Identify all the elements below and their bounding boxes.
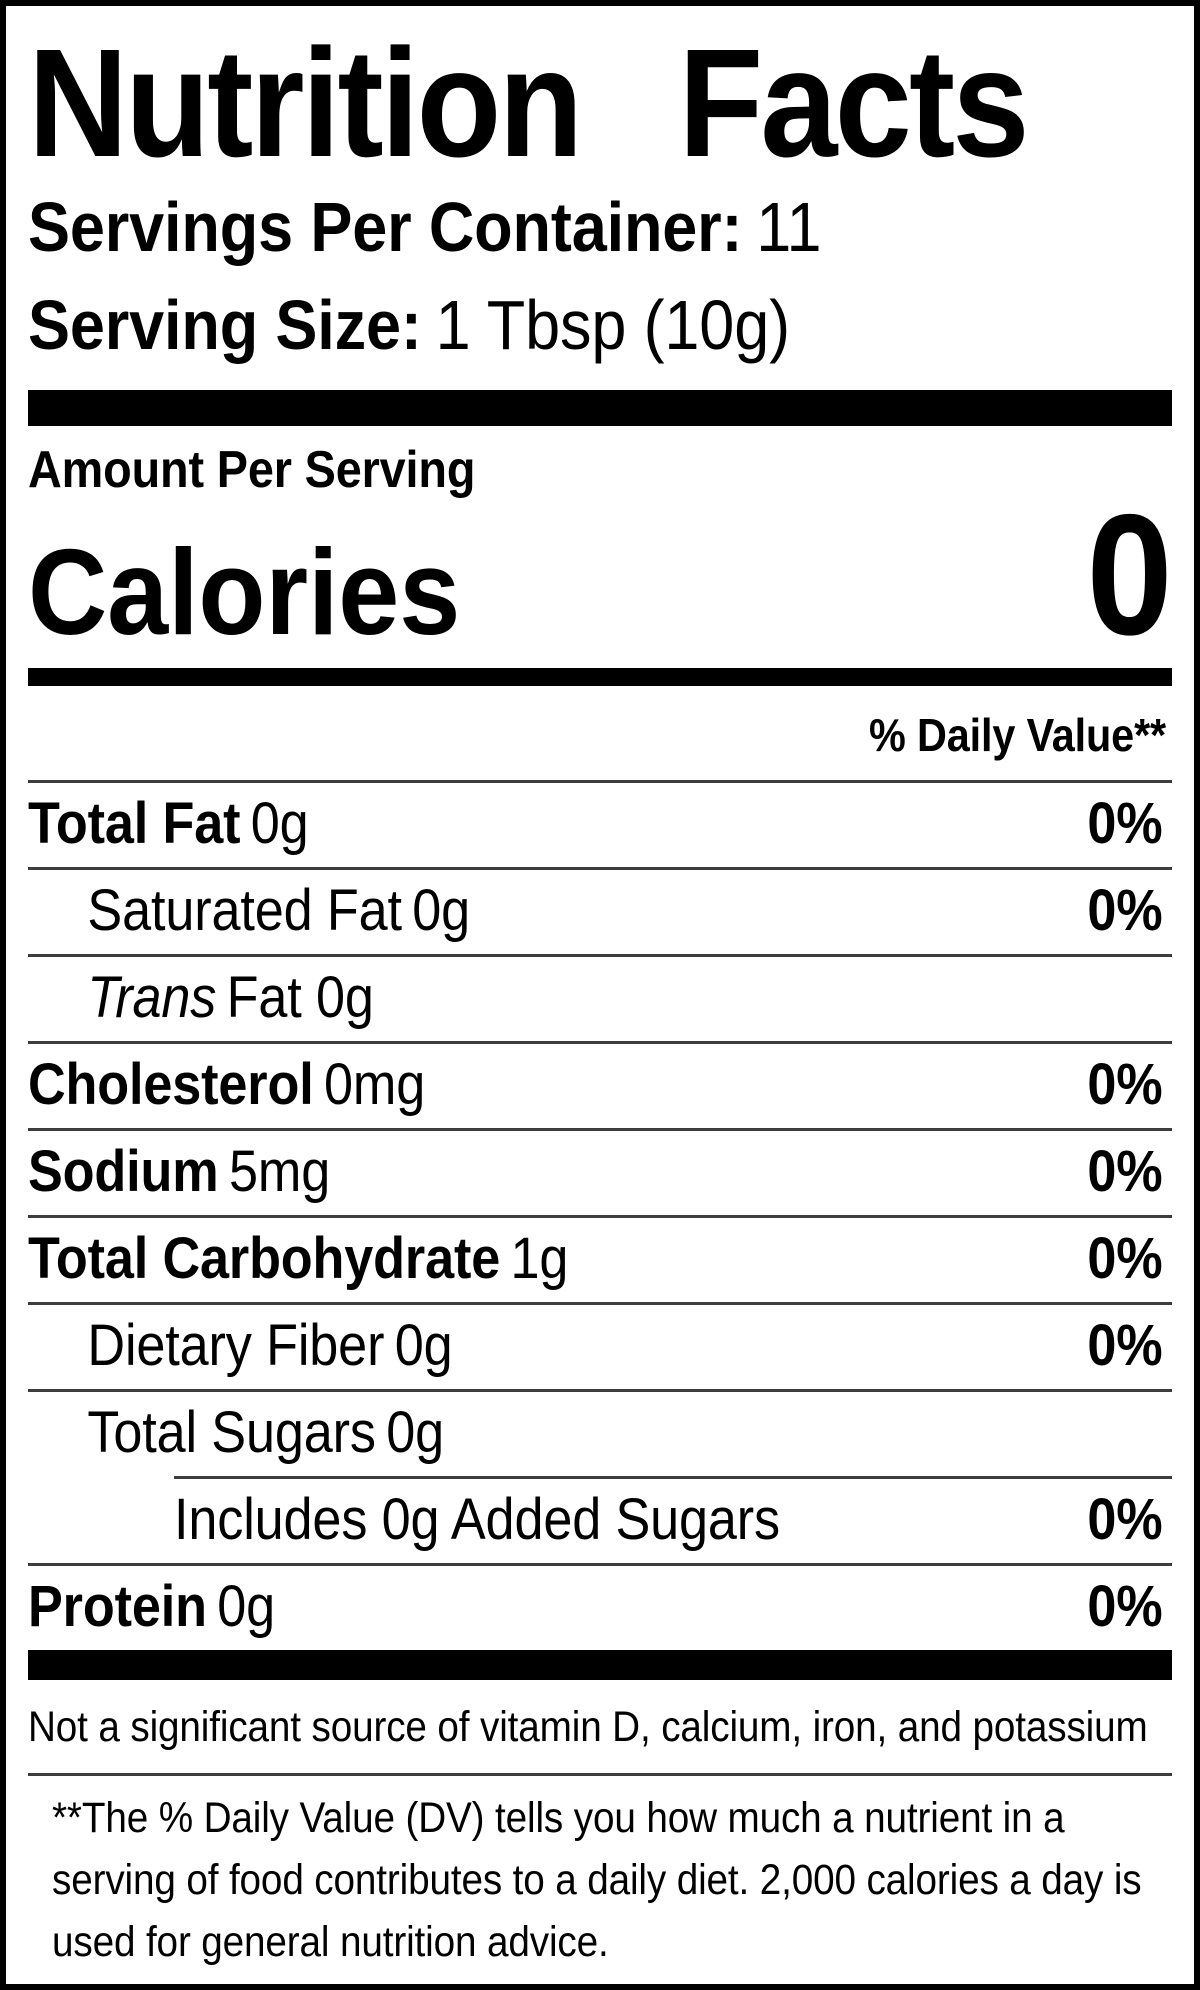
label-title-text: Nutrition Facts	[28, 17, 1029, 189]
nutrient-dv: 0%	[1087, 1052, 1163, 1117]
nutrient-row-sodium: Sodium 5mg 0%	[28, 1128, 1172, 1215]
nutrient-name: Trans	[87, 965, 217, 1030]
nutrient-name-group: Includes 0g Added Sugars	[174, 1479, 780, 1561]
nutrient-amount: 0g	[250, 791, 309, 856]
nutrient-name-group: Trans Fat 0g	[28, 957, 374, 1039]
nutrient-name: Dietary Fiber	[87, 1313, 385, 1378]
nutrient-row-total-carbohydrate: Total Carbohydrate 1g 0%	[28, 1215, 1172, 1302]
nutrient-name: Total Carbohydrate	[28, 1226, 501, 1291]
nutrient-name: Total Fat	[28, 791, 241, 856]
label-title: Nutrition Facts	[28, 17, 1172, 189]
nutrient-amount: 0g	[386, 1400, 445, 1465]
nutrient-name: Includes 0g Added Sugars	[174, 1487, 780, 1552]
nutrient-row-added-sugars: Includes 0g Added Sugars 0%	[174, 1476, 1172, 1563]
nutrient-amount: 0g	[394, 1313, 453, 1378]
nutrient-amount: 1g	[510, 1226, 569, 1291]
serving-size-value: 1 Tbsp (10g)	[435, 286, 790, 364]
servings-per-container-line: Servings Per Container: 11	[28, 178, 1172, 276]
nutrient-name-group: Sodium 5mg	[28, 1131, 330, 1213]
nutrient-name-group: Cholesterol 0mg	[28, 1044, 425, 1126]
nutrient-row-total-sugars: Total Sugars 0g	[28, 1389, 1172, 1476]
nutrient-dv: 0%	[1087, 1139, 1163, 1204]
nutrient-amount: 5mg	[228, 1139, 331, 1204]
servings-per-container-label: Servings Per Container:	[28, 188, 743, 266]
nutrient-name-group: Total Carbohydrate 1g	[28, 1218, 568, 1300]
nutrient-dv: 0%	[1087, 878, 1163, 943]
nutrient-name: Saturated Fat	[87, 878, 402, 943]
nutrient-amount: 0mg	[324, 1052, 426, 1117]
nutrient-row-saturated-fat: Saturated Fat 0g 0%	[28, 867, 1172, 954]
nutrient-name-group: Saturated Fat 0g	[28, 870, 470, 952]
servings-per-container-value: 11	[756, 188, 822, 266]
nutrient-row-trans-fat: Trans Fat 0g	[28, 954, 1172, 1041]
nutrient-name: Total Sugars	[87, 1400, 376, 1465]
nutrient-rows: Total Fat 0g 0% Saturated Fat 0g 0% Trans F…	[28, 780, 1172, 1650]
calories-value: 0	[1086, 479, 1172, 671]
nutrient-name-group: Total Sugars 0g	[28, 1392, 444, 1474]
serving-size-label: Serving Size:	[28, 286, 422, 364]
not-significant-note: Not a significant source of vitamin D, c…	[28, 1703, 1148, 1751]
nutrient-name: Protein	[28, 1574, 207, 1639]
nutrient-amount: Fat 0g	[226, 965, 374, 1030]
nutrient-dv: 0%	[1087, 1574, 1163, 1639]
daily-value-header: % Daily Value**	[869, 709, 1166, 761]
nutrient-dv: 0%	[1087, 1313, 1163, 1378]
nutrient-amount: 0g	[217, 1574, 276, 1639]
nutrient-row-cholesterol: Cholesterol 0mg 0%	[28, 1041, 1172, 1128]
nutrient-name-group: Protein 0g	[28, 1566, 275, 1648]
bottom-separator-bar	[28, 1650, 1172, 1680]
calories-label: Calories	[28, 524, 461, 660]
nutrient-dv: 0%	[1087, 1487, 1163, 1552]
nutrient-row-protein: Protein 0g 0%	[28, 1563, 1172, 1650]
nutrient-amount: 0g	[412, 878, 471, 943]
footnote-divider	[28, 1772, 1172, 1776]
nutrient-row-dietary-fiber: Dietary Fiber 0g 0%	[28, 1302, 1172, 1389]
thick-separator-bar	[28, 390, 1172, 426]
nutrient-name-group: Total Fat 0g	[28, 783, 309, 865]
nutrient-dv: 0%	[1087, 1226, 1163, 1291]
daily-value-footnote: **The % Daily Value (DV) tells you how m…	[52, 1793, 1142, 1966]
nutrient-dv: 0%	[1087, 791, 1163, 856]
nutrient-name: Cholesterol	[28, 1052, 314, 1117]
serving-size-line: Serving Size: 1 Tbsp (10g)	[28, 276, 1172, 374]
nutrient-name-group: Dietary Fiber 0g	[28, 1305, 453, 1387]
calories-row: Calories 0	[28, 479, 1172, 671]
medium-separator-bar	[28, 668, 1172, 686]
amount-per-serving-heading: Amount Per Serving	[28, 441, 476, 499]
nutrient-row-total-fat: Total Fat 0g 0%	[28, 780, 1172, 867]
nutrient-name: Sodium	[28, 1139, 219, 1204]
